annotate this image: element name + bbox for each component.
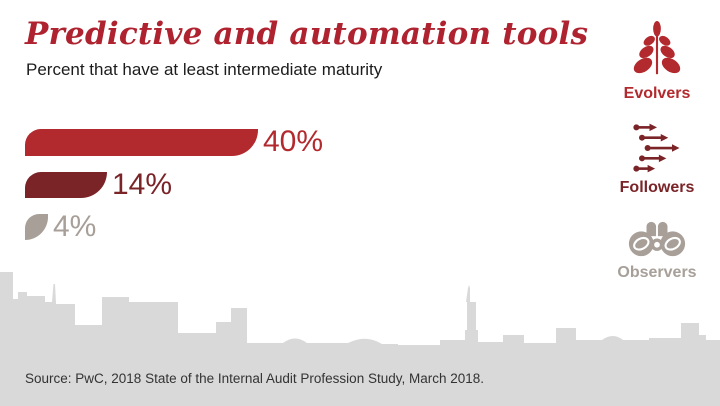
plant-icon — [597, 20, 717, 80]
arrows-icon — [597, 122, 717, 174]
bar-followers — [25, 172, 107, 198]
legend-item-evolvers: Evolvers — [597, 20, 717, 103]
legend-label-evolvers: Evolvers — [623, 85, 691, 102]
bar-row-evolvers: 40% — [25, 127, 323, 157]
bar-value-followers: 14% — [112, 168, 173, 201]
bar-value-evolvers: 40% — [263, 125, 324, 158]
legend-label-observers: Observers — [617, 264, 697, 281]
source-text: Source: PwC, 2018 State of the Internal … — [25, 371, 485, 386]
binoculars-icon — [597, 219, 717, 259]
page-title: Predictive and automation tools — [25, 16, 589, 52]
chart-subtitle: Percent that have at least intermediate … — [26, 60, 383, 79]
legend-item-observers: Observers — [597, 219, 717, 282]
city-skyline-silhouette — [0, 272, 720, 406]
bar-row-followers: 14% — [25, 170, 172, 200]
bar-row-observers: 4% — [25, 212, 96, 242]
bar-observers — [25, 214, 48, 240]
bar-evolvers — [25, 128, 258, 156]
legend-label-followers: Followers — [619, 179, 695, 196]
legend-item-followers: Followers — [597, 122, 717, 197]
bar-value-observers: 4% — [53, 210, 97, 243]
